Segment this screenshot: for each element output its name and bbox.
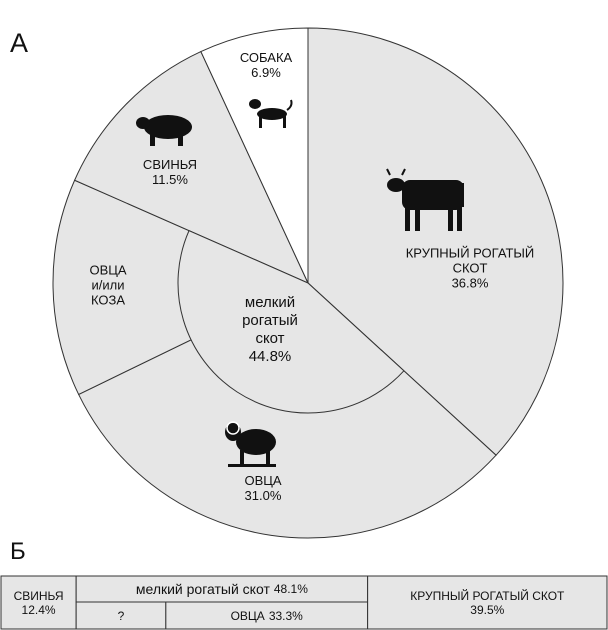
group-label: мелкий рогатый скот 44.8% <box>242 294 298 366</box>
group-name: мелкий рогатый скот <box>242 294 298 347</box>
slice-value: 11.5% <box>152 172 188 187</box>
sub-value: 33.3% <box>268 608 303 623</box>
segment-name: мелкий рогатый скот <box>135 581 270 597</box>
bar-cell: мелкий рогатый скот 48.1% <box>76 576 367 602</box>
slice-name: СВИНЬЯ <box>142 157 198 172</box>
sub-segment <box>75 601 167 630</box>
sheep-icon <box>225 421 276 467</box>
sub-name: ? <box>117 608 125 623</box>
sub-segment <box>165 601 369 630</box>
slice-label: ОВЦА и/или КОЗА <box>89 263 126 308</box>
bar-segment <box>367 575 608 630</box>
sub-cell: ? <box>76 602 166 629</box>
slice-label: СОБАКА 6.9% <box>240 50 292 80</box>
group-value: 44.8% <box>248 348 292 365</box>
segment-value: 39.5% <box>470 602 505 617</box>
cow-icon <box>386 168 464 231</box>
bar-segment <box>75 575 369 603</box>
bar-cell: КРУПНЫЙ РОГАТЫЙ СКОТ 39.5% <box>368 576 607 629</box>
slice-name: СОБАКА <box>239 50 293 65</box>
slice-value: 31.0% <box>244 488 282 503</box>
segment-name: КРУПНЫЙ РОГАТЫЙ СКОТ <box>410 588 565 603</box>
slice-name: КРУПНЫЙ РОГАТЫЙ СКОТ <box>405 245 535 276</box>
pig-icon <box>136 115 192 146</box>
slice-value: 36.8% <box>451 275 489 291</box>
segment-value: 12.4% <box>21 602 56 617</box>
sub-name: ОВЦА <box>230 608 265 623</box>
panel-label: А <box>10 28 29 58</box>
pie-slice <box>73 50 310 284</box>
group-sector <box>177 229 405 414</box>
icons <box>136 99 464 467</box>
sub-cell: ОВЦА 33.3% <box>166 602 368 629</box>
pie-slice <box>307 27 564 456</box>
slice-label: СВИНЬЯ 11.5% <box>143 157 197 187</box>
slice-name: ОВЦА и/или КОЗА <box>89 262 127 308</box>
bar-segment <box>0 575 77 630</box>
dog-icon <box>249 99 293 128</box>
pie <box>52 27 564 539</box>
slice-label: КРУПНЫЙ РОГАТЫЙ СКОТ 36.8% <box>401 246 539 291</box>
slice-name: ОВЦА <box>244 473 282 488</box>
segment-name: СВИНЬЯ <box>13 588 64 603</box>
slice-label: ОВЦА 31.0% <box>244 473 281 503</box>
slice-value: 6.9% <box>251 65 281 80</box>
bar-cell: СВИНЬЯ 12.4% <box>1 576 76 629</box>
pie-slice <box>200 27 309 284</box>
panel-label: Б <box>10 538 26 565</box>
segment-value: 48.1% <box>273 582 308 596</box>
